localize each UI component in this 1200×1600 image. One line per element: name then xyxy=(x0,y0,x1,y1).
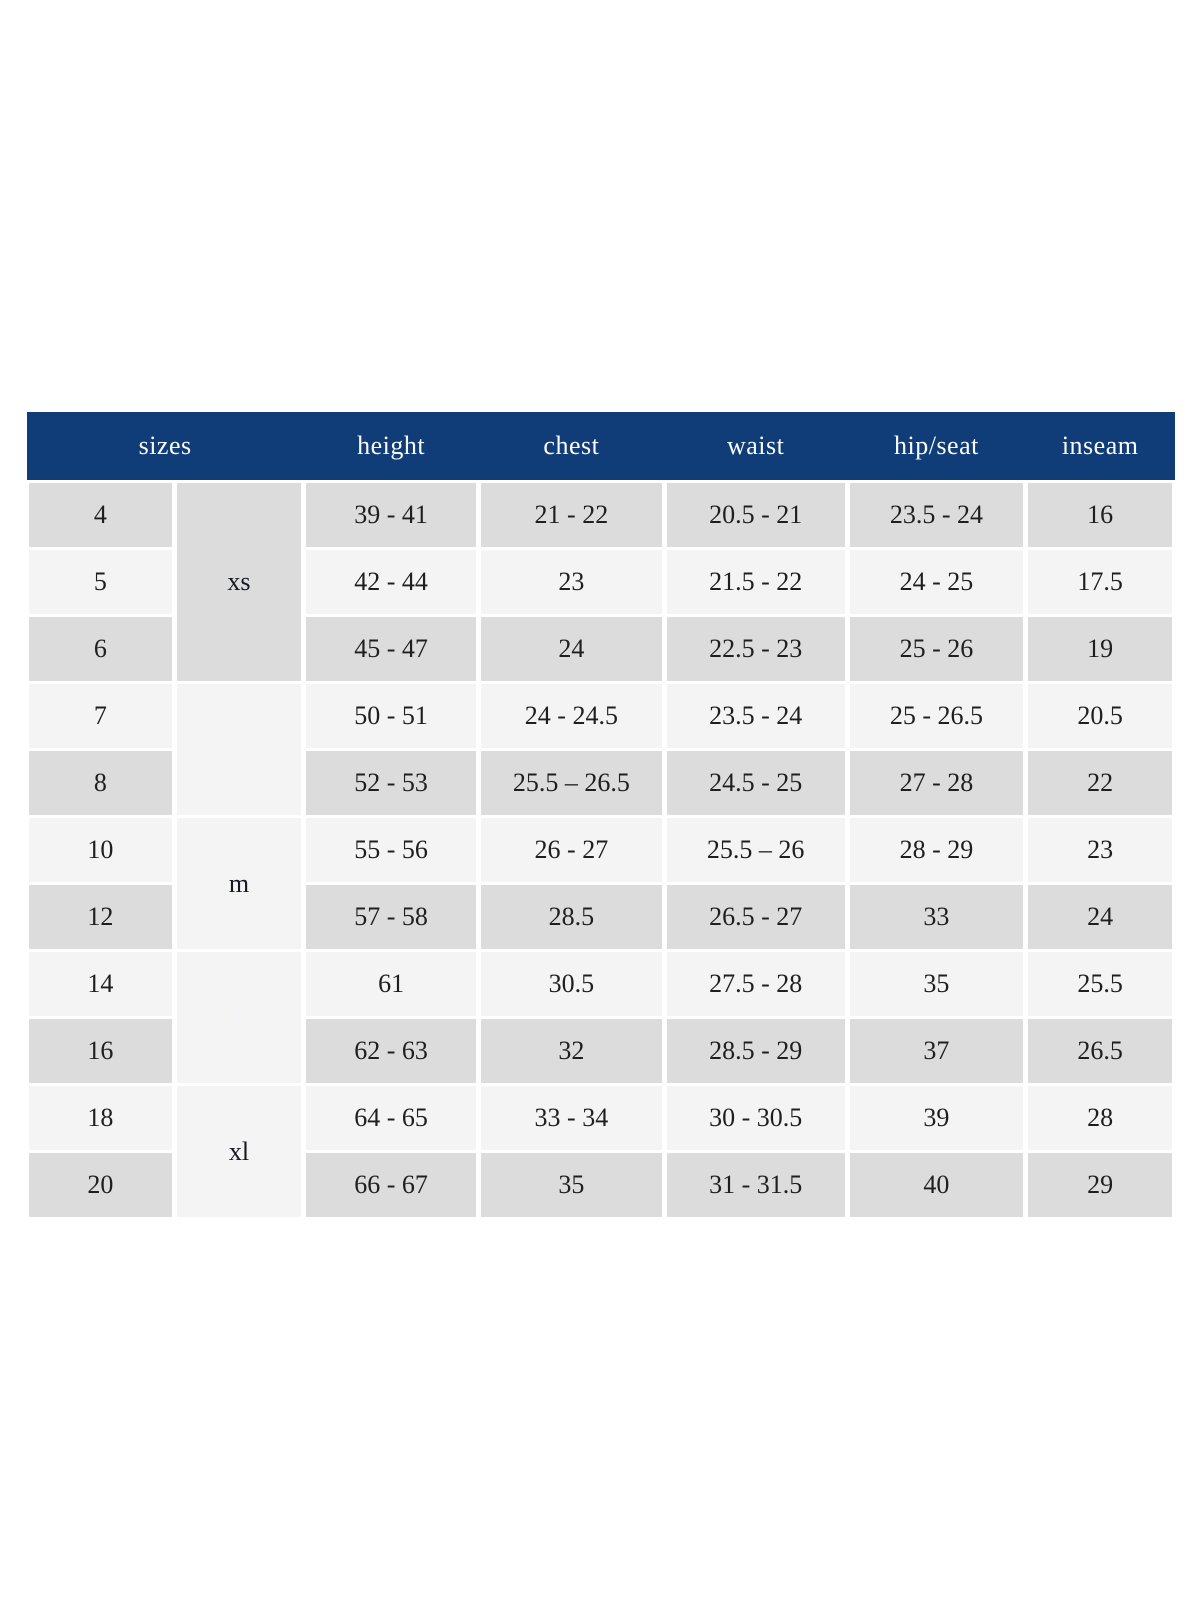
cell-waist: 24.5 - 25 xyxy=(661,748,850,818)
table-row-size-10: 10 m 55 - 56 26 - 27 25.5 – 26 28 - 29 2… xyxy=(24,815,1177,952)
cell-height: 64 - 65 xyxy=(301,1083,481,1153)
cell-inseam: 20.5 xyxy=(1023,681,1177,751)
cell-waist: 30 - 30.5 xyxy=(661,1083,850,1153)
cell-hip-seat: 33 xyxy=(844,882,1029,952)
size-chart-table: sizes height chest waist hip/seat inseam… xyxy=(24,412,1177,1220)
cell-chest: 25.5 – 26.5 xyxy=(475,748,667,818)
cell-size: 10 xyxy=(24,815,177,885)
cell-height: 55 - 56 xyxy=(301,815,481,885)
header-sizes: sizes xyxy=(26,412,304,482)
cell-inseam: 19 xyxy=(1023,614,1177,684)
cell-hip-seat: 28 - 29 xyxy=(844,815,1029,885)
table-row-size-16: 16 62 - 63 32 28.5 - 29 37 26.5 xyxy=(24,1016,1177,1086)
cell-size-group-xl: xl xyxy=(171,1083,307,1220)
cell-hip-seat: 39 xyxy=(844,1083,1029,1153)
cell-waist: 28.5 - 29 xyxy=(661,1016,850,1086)
cell-waist: 27.5 - 28 xyxy=(661,949,850,1019)
cell-chest: 32 xyxy=(475,1016,667,1086)
cell-height: 50 - 51 xyxy=(301,681,481,751)
cell-waist: 21.5 - 22 xyxy=(661,547,850,617)
cell-chest: 24 xyxy=(475,614,667,684)
cell-size: 8 xyxy=(24,748,177,818)
header-chest: chest xyxy=(478,412,665,482)
table-row-size-6: 6 45 - 47 24 22.5 - 23 25 - 26 19 xyxy=(24,614,1177,684)
cell-size: 6 xyxy=(24,614,177,684)
cell-height: 62 - 63 xyxy=(301,1016,481,1086)
cell-size: 14 xyxy=(24,949,177,1019)
table-row-size-18: 18 xl 64 - 65 33 - 34 30 - 30.5 39 28 xyxy=(24,1083,1177,1220)
cell-chest: 24 - 24.5 xyxy=(475,681,667,751)
cell-inseam: 26.5 xyxy=(1023,1016,1177,1086)
cell-waist: 31 - 31.5 xyxy=(661,1150,850,1220)
cell-height: 66 - 67 xyxy=(301,1150,481,1220)
cell-inseam: 29 xyxy=(1023,1150,1177,1220)
cell-size: 20 xyxy=(24,1150,177,1220)
cell-waist: 23.5 - 24 xyxy=(661,681,850,751)
header-inseam: inseam xyxy=(1025,412,1175,482)
cell-size-group-s: s xyxy=(171,681,307,818)
cell-hip-seat: 25 - 26 xyxy=(844,614,1029,684)
cell-size-group-xs: xs xyxy=(171,480,307,684)
cell-size: 7 xyxy=(24,681,177,751)
size-chart: sizes height chest waist hip/seat inseam… xyxy=(24,412,1177,1220)
cell-size: 16 xyxy=(24,1016,177,1086)
cell-size-group-l: l xyxy=(171,949,307,1086)
cell-size: 5 xyxy=(24,547,177,617)
cell-inseam: 23 xyxy=(1023,815,1177,885)
cell-hip-seat: 27 - 28 xyxy=(844,748,1029,818)
cell-hip-seat: 25 - 26.5 xyxy=(844,681,1029,751)
table-row-size-4: 4 xs 39 - 41 21 - 22 20.5 - 21 23.5 - 24… xyxy=(24,480,1177,684)
cell-waist: 22.5 - 23 xyxy=(661,614,850,684)
header-hip-seat: hip/seat xyxy=(847,412,1026,482)
cell-height: 39 - 41 xyxy=(301,480,481,550)
cell-height: 42 - 44 xyxy=(301,547,481,617)
cell-waist: 25.5 – 26 xyxy=(661,815,850,885)
cell-chest: 28.5 xyxy=(475,882,667,952)
cell-waist: 20.5 - 21 xyxy=(661,480,850,550)
cell-inseam: 16 xyxy=(1023,480,1177,550)
table-row-size-7: 7 s 50 - 51 24 - 24.5 23.5 - 24 25 - 26.… xyxy=(24,681,1177,818)
cell-size: 12 xyxy=(24,882,177,952)
cell-hip-seat: 37 xyxy=(844,1016,1029,1086)
cell-waist: 26.5 - 27 xyxy=(661,882,850,952)
table-row-size-14: 14 l 61 30.5 27.5 - 28 35 25.5 xyxy=(24,949,1177,1086)
cell-inseam: 25.5 xyxy=(1023,949,1177,1019)
table-header-row: sizes height chest waist hip/seat inseam xyxy=(26,412,1175,482)
cell-inseam: 28 xyxy=(1023,1083,1177,1153)
cell-height: 61 xyxy=(301,949,481,1019)
cell-hip-seat: 23.5 - 24 xyxy=(844,480,1029,550)
cell-chest: 21 - 22 xyxy=(475,480,667,550)
cell-hip-seat: 35 xyxy=(844,949,1029,1019)
header-waist: waist xyxy=(664,412,848,482)
cell-inseam: 17.5 xyxy=(1023,547,1177,617)
cell-inseam: 22 xyxy=(1023,748,1177,818)
cell-size: 18 xyxy=(24,1083,177,1153)
cell-hip-seat: 40 xyxy=(844,1150,1029,1220)
cell-chest: 33 - 34 xyxy=(475,1083,667,1153)
cell-hip-seat: 24 - 25 xyxy=(844,547,1029,617)
table-row-size-5: 5 42 - 44 23 21.5 - 22 24 - 25 17.5 xyxy=(24,547,1177,617)
cell-size-group-m: m xyxy=(171,815,307,952)
cell-height: 57 - 58 xyxy=(301,882,481,952)
cell-chest: 23 xyxy=(475,547,667,617)
cell-chest: 26 - 27 xyxy=(475,815,667,885)
header-height: height xyxy=(303,412,479,482)
table-row-size-12: 12 57 - 58 28.5 26.5 - 27 33 24 xyxy=(24,882,1177,952)
cell-size: 4 xyxy=(24,480,177,550)
cell-inseam: 24 xyxy=(1023,882,1177,952)
cell-height: 45 - 47 xyxy=(301,614,481,684)
table-row-size-20: 20 66 - 67 35 31 - 31.5 40 29 xyxy=(24,1150,1177,1220)
cell-chest: 30.5 xyxy=(475,949,667,1019)
table-row-size-8: 8 52 - 53 25.5 – 26.5 24.5 - 25 27 - 28 … xyxy=(24,748,1177,818)
cell-chest: 35 xyxy=(475,1150,667,1220)
cell-height: 52 - 53 xyxy=(301,748,481,818)
